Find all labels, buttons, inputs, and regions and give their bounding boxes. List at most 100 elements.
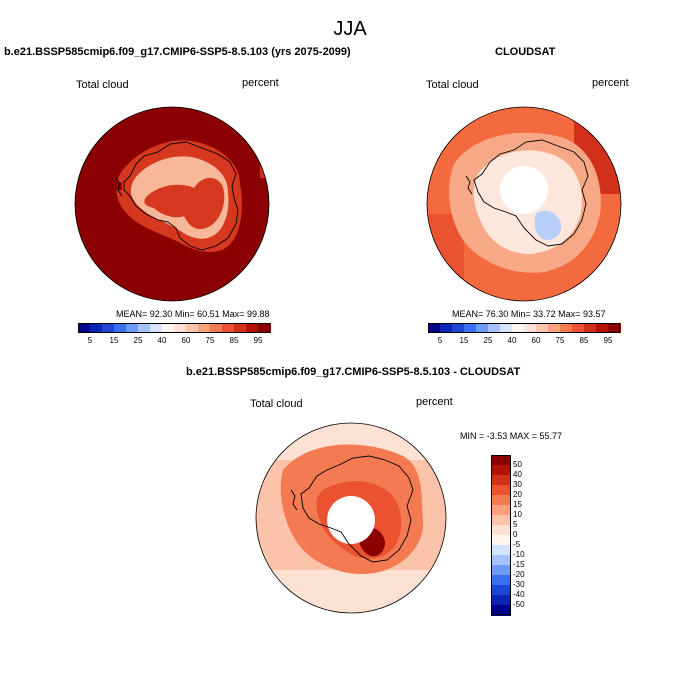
panel2-max-value: 93.57 <box>582 309 606 319</box>
colorbar-swatch <box>500 323 513 333</box>
colorbar-swatch <box>174 323 187 333</box>
colorbar-tick-label: 15 <box>459 336 469 345</box>
panel2-map <box>426 106 622 302</box>
colorbar-tick-label: 20 <box>513 490 522 499</box>
panel1-stats: MEAN= 92.30 Min= 60.51 Max= 99.88 <box>116 309 269 319</box>
colorbar-swatch <box>222 323 235 333</box>
colorbar-swatch <box>491 595 511 606</box>
colorbar-tick-label: 85 <box>229 336 239 345</box>
colorbar-swatch <box>234 323 247 333</box>
diff-map <box>255 422 447 614</box>
colorbar-swatch <box>162 323 175 333</box>
panel1-field-interior <box>144 177 225 230</box>
colorbar-swatch <box>476 323 489 333</box>
colorbar-swatch <box>491 585 511 596</box>
colorbar-swatch <box>512 323 525 333</box>
colorbar-swatch <box>491 565 511 576</box>
panel2-mean-label: MEAN= <box>452 309 484 319</box>
colorbar-tick-label: 5 <box>513 520 518 529</box>
colorbar-swatch <box>572 323 585 333</box>
colorbar-tick-label: 95 <box>603 336 613 345</box>
colorbar-tick-label: -10 <box>513 550 525 559</box>
panel2-units-label: percent <box>592 77 629 89</box>
panel2-field-negative <box>534 210 562 240</box>
colorbar-swatch <box>491 475 511 486</box>
colorbar-swatch <box>440 323 453 333</box>
colorbar-tick-label: 95 <box>253 336 263 345</box>
diff-units-label: percent <box>416 396 453 408</box>
colorbar-swatch <box>464 323 477 333</box>
colorbar-swatch <box>491 455 511 466</box>
colorbar-tick-label: 10 <box>513 510 522 519</box>
colorbar-tick-label: 75 <box>555 336 565 345</box>
colorbar-swatch <box>138 323 151 333</box>
panel2-variable-label: Total cloud <box>426 79 479 91</box>
colorbar-tick-label: 0 <box>513 530 518 539</box>
diff-colorbar-ticks: 50 40 30 20 15 10 5 0 -5 -10 -15 -20 -30 -40 -50 <box>513 455 543 615</box>
colorbar-swatch <box>428 323 441 333</box>
colorbar-swatch <box>491 495 511 506</box>
colorbar-swatch <box>488 323 501 333</box>
panel1-title: b.e21.BSSP585cmip6.f09_g17.CMIP6-SSP5-8.… <box>4 46 351 58</box>
colorbar-tick-label: -50 <box>513 600 525 609</box>
panel2-max-label: Max= <box>558 309 581 319</box>
colorbar-swatch <box>491 515 511 526</box>
colorbar-swatch <box>596 323 609 333</box>
colorbar-swatch <box>102 323 115 333</box>
colorbar-tick-label: 5 <box>437 336 443 345</box>
panel1-colorbar <box>78 323 271 333</box>
panel2-colorbar-ticks: 5 15 25 40 60 75 85 95 <box>428 336 620 348</box>
colorbar-swatch <box>126 323 139 333</box>
colorbar-swatch <box>491 575 511 586</box>
colorbar-swatch <box>560 323 573 333</box>
colorbar-swatch <box>258 323 271 333</box>
colorbar-swatch <box>491 505 511 516</box>
panel1-mean-label: MEAN= <box>116 309 148 319</box>
panel1-max-label: Max= <box>222 309 245 319</box>
colorbar-swatch <box>78 323 91 333</box>
colorbar-swatch <box>186 323 199 333</box>
colorbar-swatch <box>491 485 511 496</box>
colorbar-tick-label: -40 <box>513 590 525 599</box>
panel2-coastline <box>473 139 589 247</box>
panel1-variable-label: Total cloud <box>76 79 129 91</box>
colorbar-tick-label: 40 <box>157 336 167 345</box>
panel2-stats: MEAN= 76.30 Min= 33.72 Max= 93.57 <box>452 309 605 319</box>
colorbar-tick-label: 40 <box>507 336 517 345</box>
colorbar-swatch <box>491 545 511 556</box>
panel2-min-label: Min= <box>510 309 531 319</box>
diff-coastline <box>300 455 414 563</box>
colorbar-tick-label: 15 <box>513 500 522 509</box>
colorbar-swatch <box>198 323 211 333</box>
colorbar-swatch <box>608 323 621 333</box>
colorbar-swatch <box>548 323 561 333</box>
panel1-colorbar-ticks: 5 15 25 40 60 75 85 95 <box>78 336 270 348</box>
colorbar-tick-label: 60 <box>531 336 541 345</box>
season-title: JJA <box>333 18 367 40</box>
panel1-coastline <box>123 141 239 251</box>
panel2-title: CLOUDSAT <box>495 46 556 58</box>
colorbar-swatch <box>524 323 537 333</box>
colorbar-tick-label: 50 <box>513 460 522 469</box>
colorbar-swatch <box>491 535 511 546</box>
colorbar-tick-label: 15 <box>109 336 119 345</box>
colorbar-swatch <box>90 323 103 333</box>
colorbar-tick-label: 25 <box>133 336 143 345</box>
colorbar-swatch <box>491 465 511 476</box>
diff-polar-gap <box>327 496 375 544</box>
colorbar-tick-label: 75 <box>205 336 215 345</box>
colorbar-tick-label: 85 <box>579 336 589 345</box>
colorbar-swatch <box>452 323 465 333</box>
panel1-max-value: 99.88 <box>246 309 270 319</box>
panel1-min-value: 60.51 <box>197 309 220 319</box>
panel1-mean-value: 92.30 <box>149 309 173 319</box>
colorbar-tick-label: -30 <box>513 580 525 589</box>
colorbar-tick-label: 30 <box>513 480 522 489</box>
diff-minmax: MIN = -3.53 MAX = 55.77 <box>460 431 563 441</box>
panel2-mean-value: 76.30 <box>485 309 509 319</box>
colorbar-swatch <box>491 525 511 536</box>
panel1-units-label: percent <box>242 77 279 89</box>
colorbar-tick-label: -20 <box>513 570 525 579</box>
colorbar-swatch <box>114 323 127 333</box>
panel2-colorbar <box>428 323 621 333</box>
